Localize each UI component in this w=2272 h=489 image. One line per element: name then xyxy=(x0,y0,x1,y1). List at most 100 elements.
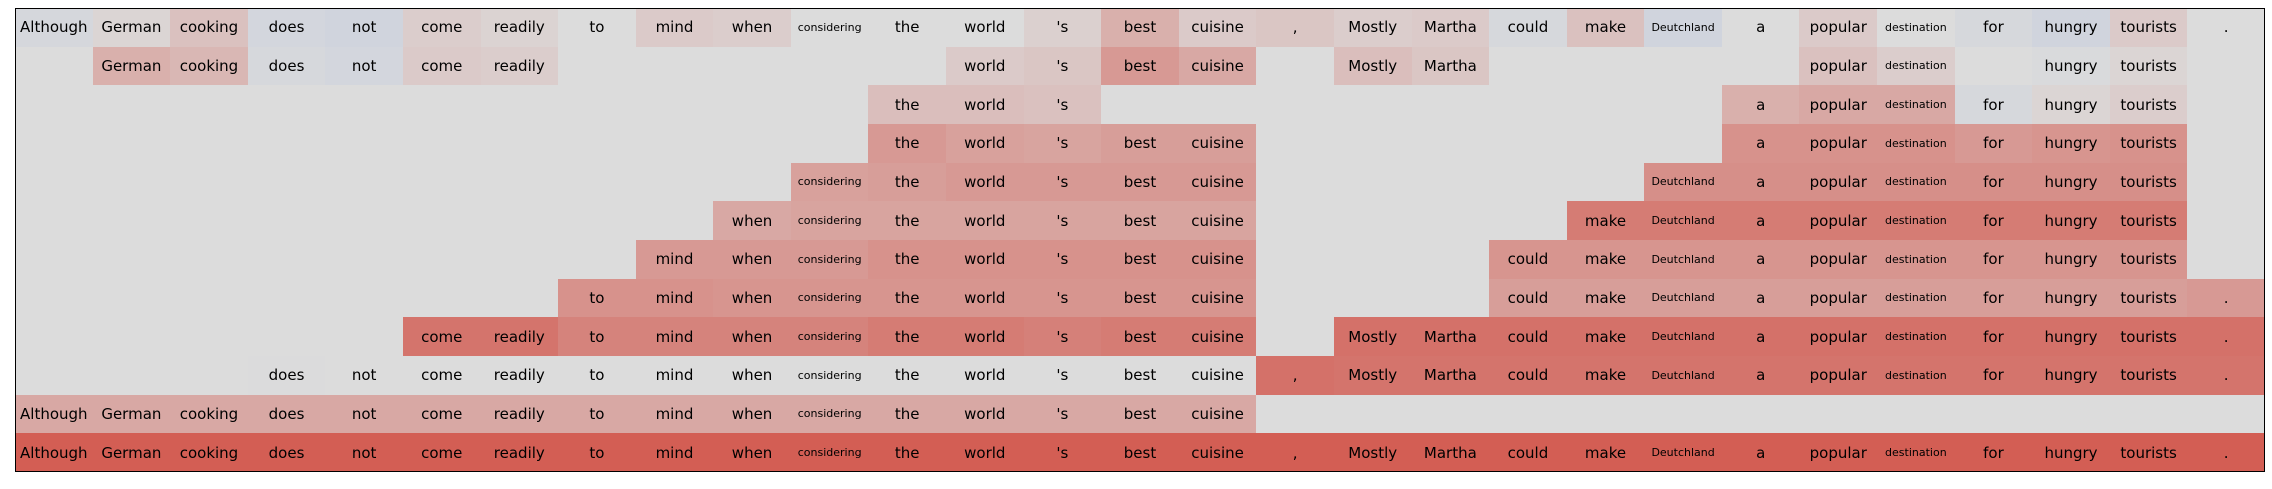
heatmap-cell: Although xyxy=(15,8,93,47)
heatmap-cell: cuisine xyxy=(1178,317,1257,356)
heatmap-cell: when xyxy=(713,8,791,47)
heatmap-cell: best xyxy=(1101,433,1179,472)
heatmap-cell: cuisine xyxy=(1178,8,1257,47)
heatmap-cell: hungry xyxy=(2032,85,2110,124)
heatmap-cell: a xyxy=(1721,162,1800,202)
heatmap-cell: popular xyxy=(1799,124,1878,163)
heatmap-cell: the xyxy=(868,85,947,124)
heatmap-cell: make xyxy=(1566,240,1645,279)
heatmap-cell: best xyxy=(1101,394,1179,434)
heatmap-cell: tourists xyxy=(2109,433,2188,472)
heatmap-cell: world xyxy=(946,278,1024,318)
heatmap-cell: destination xyxy=(1877,46,1955,86)
heatmap-cell: a xyxy=(1721,240,1800,279)
heatmap-cell: hungry xyxy=(2032,162,2110,202)
heatmap-cell: could xyxy=(1489,8,1567,47)
heatmap-cell: considering xyxy=(790,240,869,279)
heatmap-cell: destination xyxy=(1877,433,1955,472)
heatmap-cell: Deutchland xyxy=(1644,162,1722,202)
heatmap-cell: destination xyxy=(1877,356,1955,395)
heatmap-cell: tourists xyxy=(2109,317,2188,356)
heatmap-cell: Deutchland xyxy=(1644,240,1722,279)
heatmap-cell: the xyxy=(868,433,947,472)
heatmap-cell: for xyxy=(1954,317,2033,356)
heatmap-cell: cuisine xyxy=(1178,240,1257,279)
heatmap-cell: world xyxy=(946,201,1024,240)
heatmap-cell: the xyxy=(868,394,947,434)
heatmap-cell: world xyxy=(946,394,1024,434)
heatmap-cell: a xyxy=(1721,124,1800,163)
heatmap-cell: , xyxy=(1256,356,1334,395)
heatmap-cell: cooking xyxy=(170,8,248,47)
heatmap-cell: Martha xyxy=(1411,8,1490,47)
heatmap-cell: . xyxy=(2187,433,2265,472)
heatmap-cell: does xyxy=(247,8,326,47)
heatmap-cell: best xyxy=(1101,8,1179,47)
heatmap-cell: considering xyxy=(790,433,869,472)
heatmap-cell: come xyxy=(402,8,481,47)
heatmap-cell: could xyxy=(1489,278,1567,318)
heatmap-cell: considering xyxy=(790,317,869,356)
heatmap-cell: Martha xyxy=(1411,46,1490,86)
heatmap-cell: a xyxy=(1721,317,1800,356)
heatmap-cell: destination xyxy=(1877,162,1955,202)
heatmap-cell: hungry xyxy=(2032,278,2110,318)
heatmap-cell: destination xyxy=(1877,124,1955,163)
heatmap-cell: destination xyxy=(1877,201,1955,240)
heatmap-cell: for xyxy=(1954,85,2033,124)
heatmap-cell: world xyxy=(946,8,1024,47)
heatmap-cell: best xyxy=(1101,201,1179,240)
heatmap-cell: Deutchland xyxy=(1644,317,1722,356)
heatmap-cell: hungry xyxy=(2032,356,2110,395)
heatmap-cell: 's xyxy=(1023,356,1102,395)
heatmap-cell: Deutchland xyxy=(1644,356,1722,395)
heatmap-cell: considering xyxy=(790,278,869,318)
heatmap-cell: mind xyxy=(635,240,714,279)
heatmap-cell: world xyxy=(946,433,1024,472)
heatmap-cell: hungry xyxy=(2032,8,2110,47)
heatmap-cell: . xyxy=(2187,8,2265,47)
heatmap-cell: for xyxy=(1954,124,2033,163)
heatmap-cell: come xyxy=(402,394,481,434)
heatmap-cell: Mostly xyxy=(1333,46,1412,86)
heatmap-cell: a xyxy=(1721,433,1800,472)
heatmap-cell: Mostly xyxy=(1333,433,1412,472)
heatmap-cell: German xyxy=(92,46,171,86)
heatmap-cell: does xyxy=(247,356,326,395)
heatmap-cell: Martha xyxy=(1411,356,1490,395)
heatmap-cell: when xyxy=(713,433,791,472)
heatmap-cell: readily xyxy=(480,394,559,434)
heatmap-cell: mind xyxy=(635,8,714,47)
heatmap-cell: destination xyxy=(1877,317,1955,356)
heatmap-cell: cuisine xyxy=(1178,356,1257,395)
heatmap-cell: when xyxy=(713,317,791,356)
heatmap-cell: best xyxy=(1101,240,1179,279)
heatmap-cell: world xyxy=(946,124,1024,163)
heatmap-cell: 's xyxy=(1023,201,1102,240)
heatmap-cell: , xyxy=(1256,8,1334,47)
heatmap-cell: could xyxy=(1489,356,1567,395)
heatmap-cell: readily xyxy=(480,317,559,356)
heatmap-cell: 's xyxy=(1023,240,1102,279)
heatmap-cell: the xyxy=(868,278,947,318)
heatmap-cell: could xyxy=(1489,433,1567,472)
heatmap-cell: not xyxy=(325,356,403,395)
heatmap-cell: . xyxy=(2187,317,2265,356)
heatmap-cell: come xyxy=(402,46,481,86)
heatmap-cell: cooking xyxy=(170,433,248,472)
heatmap-cell: to xyxy=(558,8,636,47)
heatmap-cell: hungry xyxy=(2032,317,2110,356)
heatmap-cell: could xyxy=(1489,317,1567,356)
heatmap-cell: does xyxy=(247,433,326,472)
heatmap-cell: the xyxy=(868,124,947,163)
heatmap-cell: a xyxy=(1721,8,1800,47)
heatmap-cell: tourists xyxy=(2109,46,2188,86)
heatmap-cell: not xyxy=(325,46,403,86)
heatmap-cell: best xyxy=(1101,317,1179,356)
heatmap-cell: cuisine xyxy=(1178,46,1257,86)
heatmap-cell: best xyxy=(1101,356,1179,395)
heatmap-cell: not xyxy=(325,8,403,47)
heatmap-cell: come xyxy=(402,317,481,356)
heatmap-cell: tourists xyxy=(2109,162,2188,202)
heatmap-grid: Although German cooking does not come readily t… xyxy=(15,8,2265,472)
